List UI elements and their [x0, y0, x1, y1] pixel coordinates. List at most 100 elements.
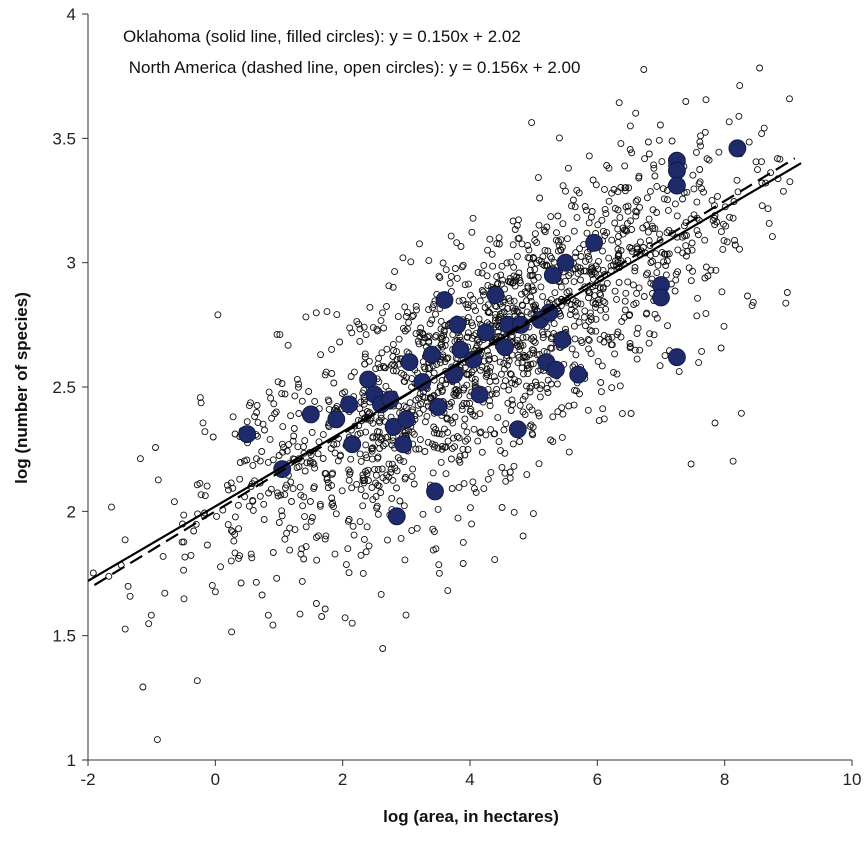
north-america-point — [224, 521, 232, 529]
north-america-point — [631, 264, 639, 271]
north-america-point — [443, 355, 451, 363]
north-america-point — [659, 185, 667, 193]
north-america-point — [483, 272, 491, 280]
north-america-point — [363, 523, 371, 531]
north-america-point — [271, 410, 279, 418]
north-america-point — [475, 315, 483, 323]
north-america-point — [345, 476, 353, 484]
north-america-point — [583, 229, 591, 237]
north-america-point — [193, 677, 201, 685]
north-america-point — [448, 399, 455, 406]
north-america-point — [585, 336, 593, 344]
north-america-point — [431, 441, 439, 449]
oklahoma-point — [429, 397, 448, 416]
north-america-point — [651, 172, 659, 180]
north-america-point — [622, 184, 630, 192]
north-america-point — [518, 290, 525, 298]
north-america-point — [437, 317, 445, 325]
axes: -2 0 2 4 6 8 10 1 1.5 2 2.5 3 3.5 4 — [52, 5, 861, 789]
north-america-point — [478, 287, 486, 294]
north-america-point — [614, 328, 622, 336]
north-america-point — [613, 370, 621, 378]
north-america-point — [509, 440, 517, 448]
north-america-point — [605, 254, 613, 262]
north-america-point — [570, 278, 578, 286]
north-america-point — [608, 384, 616, 392]
north-america-point — [356, 450, 364, 458]
north-america-point — [406, 399, 414, 407]
north-america-point — [470, 425, 478, 433]
north-america-point — [528, 283, 536, 291]
north-america-point — [374, 360, 382, 368]
north-america-point — [469, 478, 477, 486]
north-america-point — [397, 534, 405, 542]
north-america-point — [598, 362, 606, 370]
north-america-point — [585, 252, 592, 260]
north-america-point — [477, 366, 484, 374]
north-america-point — [482, 372, 490, 380]
north-america-point — [498, 463, 506, 471]
north-america-point — [154, 476, 162, 484]
north-america-point — [514, 378, 522, 385]
north-america-point — [668, 137, 676, 145]
north-america-point — [311, 464, 319, 472]
y-tick-label: 1 — [67, 751, 76, 770]
north-america-point — [372, 471, 380, 479]
north-america-point — [289, 437, 297, 445]
north-america-point — [361, 350, 369, 358]
north-america-point — [782, 299, 790, 307]
north-america-point — [611, 350, 619, 358]
north-america-point — [461, 451, 469, 459]
north-america-point — [476, 429, 484, 437]
north-america-point — [704, 272, 712, 280]
north-america-point — [582, 257, 589, 265]
north-america-point — [412, 302, 420, 310]
north-america-point — [357, 486, 365, 494]
north-america-point — [549, 413, 557, 421]
oklahoma-point — [668, 176, 686, 195]
north-america-point — [572, 297, 580, 305]
north-america-point — [375, 354, 383, 362]
north-america-point — [301, 467, 309, 475]
north-america-point — [626, 344, 634, 352]
north-america-point — [729, 214, 737, 222]
north-america-point — [581, 203, 589, 210]
north-america-point — [472, 488, 480, 496]
north-america-point — [627, 217, 634, 225]
north-america-point — [366, 303, 374, 311]
north-america-point — [356, 325, 364, 333]
north-america-point — [136, 455, 144, 463]
north-america-point — [368, 445, 376, 453]
oklahoma-point — [585, 233, 603, 252]
north-america-point — [523, 471, 531, 479]
north-america-point — [509, 217, 517, 225]
north-america-point — [383, 302, 390, 310]
north-america-point — [748, 302, 756, 310]
north-america-point — [719, 245, 727, 253]
north-america-point — [513, 221, 521, 229]
north-america-point — [278, 390, 286, 398]
north-america-point — [243, 418, 251, 426]
north-america-point — [553, 229, 560, 237]
north-america-point — [603, 279, 611, 287]
north-america-point — [643, 309, 651, 317]
north-america-point — [196, 394, 204, 402]
north-america-point — [620, 313, 628, 321]
north-america-point — [514, 359, 522, 367]
north-america-point — [427, 395, 435, 403]
north-america-point — [330, 379, 338, 387]
north-america-point — [501, 469, 509, 477]
north-america-point — [362, 441, 370, 449]
north-america-point — [429, 469, 437, 477]
north-america-point — [573, 387, 580, 395]
north-america-point — [718, 288, 726, 296]
north-america-point — [478, 363, 486, 371]
north-america-point — [599, 247, 606, 255]
north-america-point — [455, 483, 463, 491]
north-america-point — [544, 376, 552, 384]
north-america-point — [319, 455, 327, 462]
north-america-point — [471, 375, 479, 383]
north-america-point — [256, 492, 264, 500]
north-america-point — [395, 335, 403, 343]
north-america-point — [455, 297, 463, 305]
